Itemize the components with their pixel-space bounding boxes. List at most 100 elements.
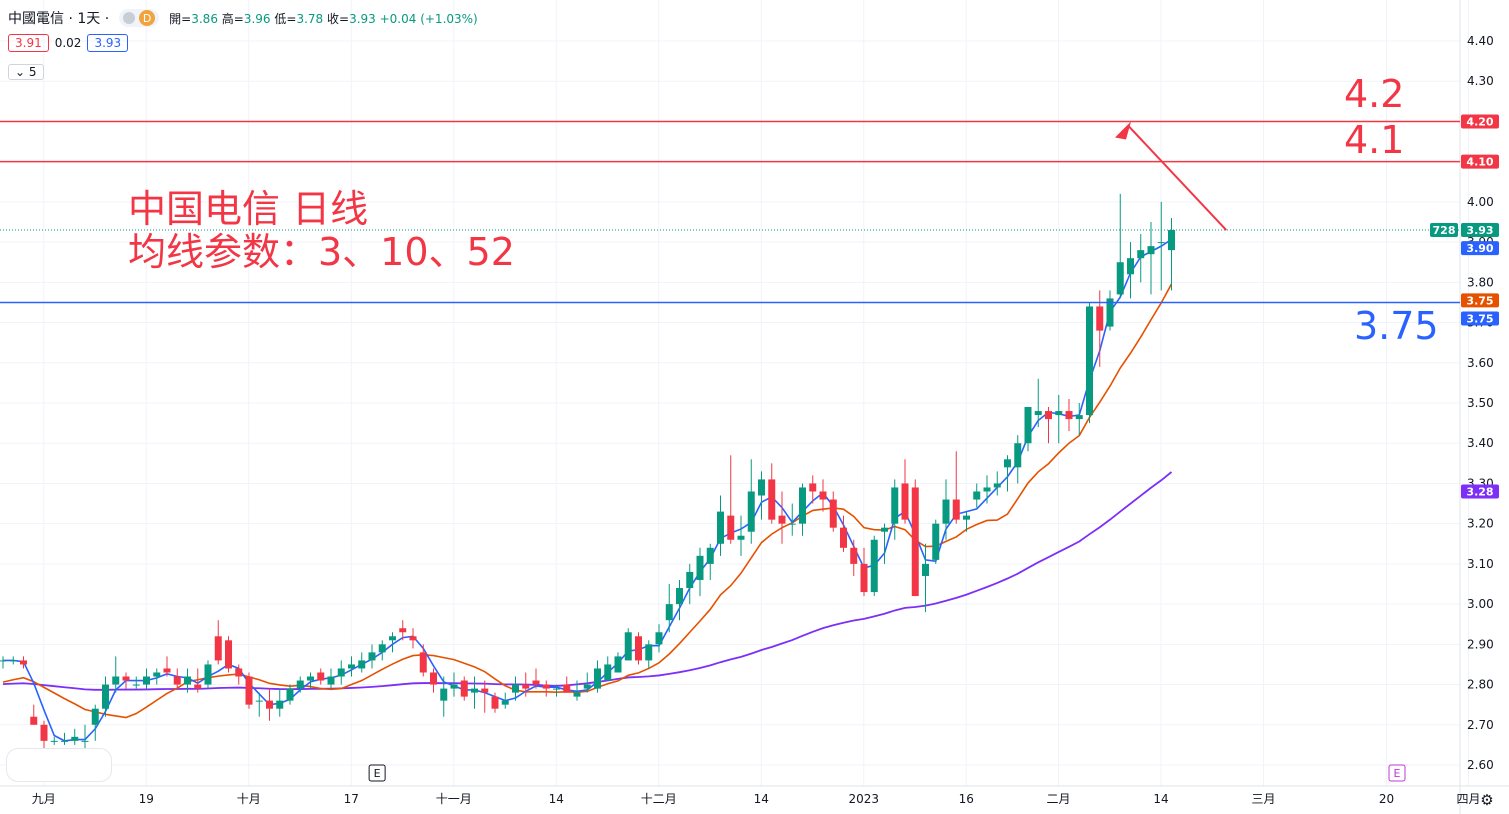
- candle: [91, 704, 99, 741]
- candle: [563, 676, 571, 693]
- candle-body: [389, 636, 396, 641]
- candle-body: [471, 688, 478, 693]
- candle: [399, 620, 407, 641]
- price-badge-blue-line-bg: [1461, 311, 1499, 326]
- candle-body: [870, 539, 878, 593]
- candle-body: [932, 523, 940, 560]
- time-tick-label-4: 十一月: [436, 792, 472, 806]
- candle-body: [573, 692, 581, 697]
- candle: [1168, 217, 1175, 291]
- candle-body: [450, 684, 458, 689]
- candle-body: [184, 676, 191, 685]
- time-tick-label-10: 二月: [1046, 792, 1070, 806]
- candle-body: [850, 547, 858, 564]
- candle: [143, 668, 150, 689]
- candle: [184, 668, 191, 693]
- candle-body: [1168, 230, 1175, 251]
- candle: [286, 684, 294, 705]
- candle: [153, 668, 161, 685]
- time-tick-label-11: 14: [1153, 792, 1168, 806]
- candle-body: [1116, 262, 1124, 295]
- candle-body: [624, 632, 632, 661]
- candle-body: [50, 740, 58, 742]
- candle: [963, 511, 970, 532]
- candle: [624, 628, 632, 661]
- earnings-marker-label-1: E: [1394, 767, 1401, 780]
- candle: [440, 676, 448, 717]
- candle-body: [286, 688, 294, 701]
- candle: [594, 660, 601, 693]
- candle-body: [91, 708, 99, 725]
- price-tick-label-14: 3.10: [1467, 557, 1494, 571]
- candle: [1086, 302, 1093, 424]
- indicator-collapse-button[interactable]: ⌄ 5: [8, 64, 44, 80]
- time-tick-label-7: 14: [754, 792, 769, 806]
- price-tick-label-10: 3.50: [1467, 396, 1494, 410]
- candle-body: [891, 487, 899, 524]
- price-badge-ma52-bg: [1461, 484, 1499, 499]
- candle: [471, 676, 478, 709]
- line-price-badge-0: 4.20: [1466, 115, 1493, 128]
- trend-arrow-line: [1127, 124, 1227, 231]
- candle: [573, 680, 581, 701]
- candle-body: [1075, 415, 1083, 420]
- candle: [788, 503, 796, 536]
- candle: [419, 644, 427, 677]
- volume-badge-bg: [1430, 223, 1458, 238]
- price-tick-label-19: 2.60: [1467, 758, 1494, 772]
- candle-body: [645, 644, 653, 661]
- candle: [501, 692, 509, 709]
- ask-price-button[interactable]: 3.93: [87, 34, 129, 52]
- candle: [194, 668, 202, 693]
- gear-icon[interactable]: ⚙: [1480, 791, 1493, 809]
- candle: [747, 459, 755, 544]
- navigation-pill[interactable]: [6, 748, 112, 782]
- candle-body: [809, 483, 817, 492]
- delayed-badge: D: [139, 10, 156, 26]
- candle-body: [255, 700, 263, 702]
- price-badge-ma3: 3.90: [1466, 242, 1493, 255]
- candle: [1004, 455, 1011, 492]
- candle: [1157, 201, 1165, 291]
- candle: [860, 547, 868, 597]
- candle: [737, 515, 745, 556]
- candle: [727, 455, 735, 544]
- time-tick-label-2: 十月: [237, 792, 261, 806]
- symbol-title[interactable]: 中國電信 · 1天 ·: [8, 11, 110, 27]
- time-tick-label-5: 14: [549, 792, 564, 806]
- candle: [952, 451, 960, 524]
- open-label: 開=: [169, 11, 192, 26]
- candle: [81, 724, 89, 749]
- candle-body: [102, 684, 109, 709]
- candle: [1055, 394, 1063, 444]
- low-label: 低=: [274, 11, 297, 26]
- candle: [255, 692, 263, 717]
- candle-body: [665, 604, 673, 621]
- price-tick-label-18: 2.70: [1467, 718, 1494, 732]
- time-tick-label-8: 2023: [848, 792, 879, 806]
- candle: [1024, 407, 1032, 452]
- annotation-line-2: 均线参数：3、10、52: [128, 230, 515, 274]
- candle: [389, 632, 396, 653]
- candle-body: [1147, 246, 1155, 255]
- high-value: 3.96: [243, 11, 271, 26]
- time-tick-label-12: 三月: [1251, 792, 1275, 806]
- market-status-toggle[interactable]: D: [119, 9, 160, 27]
- candle-body: [40, 724, 48, 741]
- candle: [102, 676, 109, 717]
- bid-price-button[interactable]: 3.91: [8, 34, 49, 52]
- candle-body: [481, 688, 489, 693]
- candle-body: [522, 684, 530, 689]
- candle: [583, 672, 591, 693]
- candle-body: [1096, 306, 1104, 331]
- candle: [337, 660, 345, 685]
- status-dot-icon: [123, 12, 136, 24]
- candle-body: [1004, 459, 1011, 468]
- candle-body: [911, 487, 919, 597]
- candle: [983, 475, 991, 504]
- price-badge-ma3-bg: [1461, 241, 1499, 256]
- candle-body: [952, 499, 960, 520]
- candle: [276, 688, 284, 717]
- candle: [696, 547, 704, 597]
